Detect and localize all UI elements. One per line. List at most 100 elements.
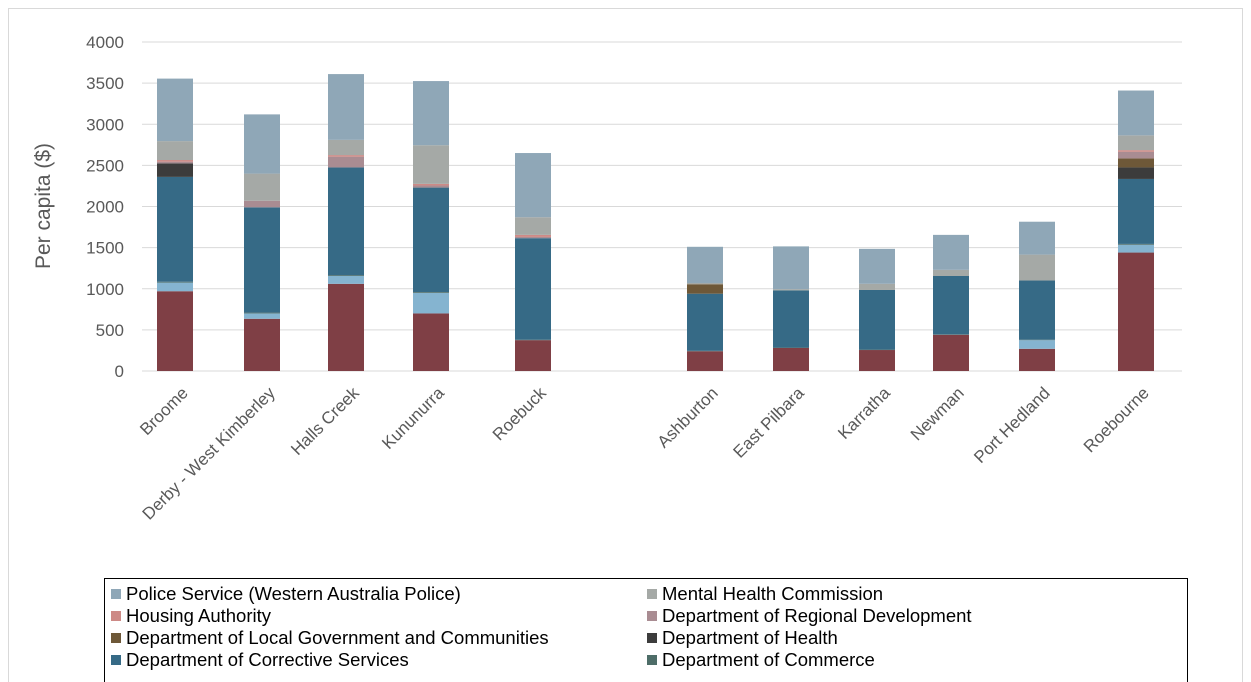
bar-segment <box>1118 90 1154 136</box>
legend-label: Department of Corrective Services <box>126 649 409 670</box>
legend: Police Service (Western Australia Police… <box>104 578 1188 682</box>
legend-label: Department of Health <box>662 627 838 648</box>
x-tick-label: Newman <box>907 383 968 444</box>
bar-segment <box>515 238 551 340</box>
bar-segment <box>773 290 809 348</box>
legend-item: Department of Regional Development <box>647 605 972 626</box>
bar-segment <box>1118 150 1154 152</box>
legend-item: Police Service (Western Australia Police… <box>111 583 461 604</box>
bar-segment <box>157 141 193 161</box>
bar-segment <box>413 185 449 188</box>
bar-segment <box>1019 254 1055 281</box>
legend-item: Department of Health <box>647 627 838 648</box>
bar-segment <box>859 283 895 290</box>
bar-segment <box>157 176 193 282</box>
bar-segment <box>859 350 895 371</box>
bar-segment <box>328 74 364 140</box>
bar-segment <box>413 81 449 146</box>
bar-segment <box>328 156 364 168</box>
x-tick-label: Port Hedland <box>970 383 1054 467</box>
legend-item: Department of Corrective Services <box>111 649 409 670</box>
bar-segment <box>244 114 280 174</box>
bar-segment <box>413 292 449 314</box>
bar-segment <box>1118 151 1154 159</box>
bar-segment <box>1118 158 1154 168</box>
legend-swatch <box>647 588 657 599</box>
bar-segment <box>244 200 280 208</box>
bar-segment <box>413 292 449 293</box>
bar-segment <box>933 269 969 277</box>
bar-segment <box>157 281 193 283</box>
bar-segment <box>244 173 280 201</box>
bar-segment <box>859 248 895 284</box>
legend-item: Department of Commerce <box>647 649 875 670</box>
legend-item: Mental Health Commission <box>647 583 883 604</box>
bar-segment <box>515 153 551 218</box>
legend-label: Department of Commerce <box>662 649 875 670</box>
bar-segment <box>328 283 364 371</box>
bar-segment <box>515 236 551 239</box>
bar-segment <box>157 160 193 162</box>
bar-segment <box>687 351 723 371</box>
chart-frame <box>8 8 1243 682</box>
bar-segment <box>413 187 449 293</box>
bar-segment <box>328 275 364 277</box>
y-tick-label: 500 <box>96 321 124 340</box>
bar-segment <box>413 313 449 371</box>
y-tick-label: 2000 <box>86 198 124 217</box>
legend-label: Department of Regional Development <box>662 605 972 626</box>
legend-swatch <box>111 632 121 643</box>
bar-segment <box>933 276 969 335</box>
y-tick-labels: 0 500 1000 1500 2000 2500 3000 3500 4000 <box>86 33 124 381</box>
bar-segment <box>1118 244 1154 253</box>
legend-swatch <box>647 654 657 665</box>
x-tick-label: Broome <box>136 383 192 439</box>
y-tick-label: 4000 <box>86 33 124 52</box>
bar-segment <box>1118 178 1154 244</box>
x-tick-label: Kununurra <box>378 383 448 453</box>
bar-segment <box>157 161 193 164</box>
y-tick-label: 3500 <box>86 74 124 93</box>
legend-item: Housing Authority <box>111 605 271 626</box>
bar-segment <box>157 163 193 177</box>
bar-segment <box>244 312 280 314</box>
bar-segment <box>773 246 809 290</box>
legend-swatch <box>111 654 121 665</box>
bar-segment <box>515 217 551 235</box>
legend-label: Department of Local Government and Commu… <box>126 627 549 648</box>
bar-segment <box>1118 243 1154 245</box>
bar-segment <box>1019 340 1055 349</box>
bar-segment <box>933 334 969 371</box>
bar-segment <box>687 293 723 351</box>
bar-segment <box>413 183 449 186</box>
legend-swatch <box>111 588 121 599</box>
legend-label: Police Service (Western Australia Police… <box>126 583 461 604</box>
bar-segment <box>515 340 551 371</box>
y-tick-label: 1500 <box>86 239 124 258</box>
legend-label: Mental Health Commission <box>662 583 884 604</box>
x-tick-label: Karratha <box>834 383 894 443</box>
legend-item: Department of Local Government and Commu… <box>111 627 549 648</box>
bar-segment <box>859 289 895 350</box>
bar-segment <box>157 291 193 371</box>
x-tick-label: Halls Creek <box>287 383 363 459</box>
bar-segment <box>687 282 723 285</box>
bar-segment <box>773 347 809 371</box>
x-tick-label: Roebuck <box>489 383 550 444</box>
legend-swatch <box>647 610 657 621</box>
bar-segment <box>328 155 364 157</box>
x-tick-label: Ashburton <box>654 383 722 451</box>
bar-segment <box>1118 252 1154 371</box>
bar-segment <box>1118 167 1154 179</box>
bars <box>157 74 1154 371</box>
bar-segment <box>244 207 280 313</box>
y-tick-label: 2500 <box>86 156 124 175</box>
x-tick-label: Roebourne <box>1080 383 1153 456</box>
bar-segment <box>1019 280 1055 340</box>
bar-segment <box>157 78 193 142</box>
bar-segment <box>244 318 280 371</box>
legend-swatch <box>647 632 657 643</box>
bar-segment <box>244 313 280 319</box>
